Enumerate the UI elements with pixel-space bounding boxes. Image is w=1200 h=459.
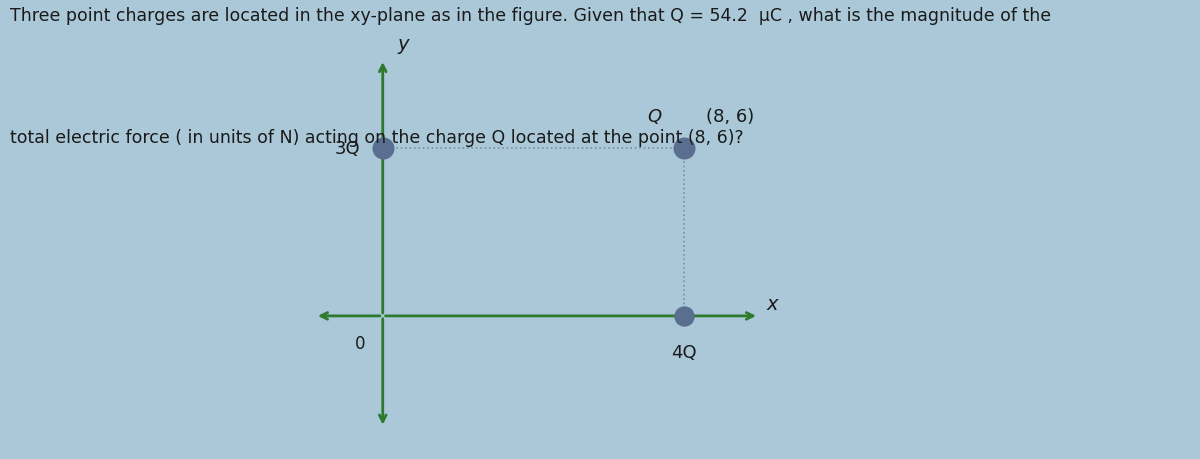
Point [674,145,694,152]
Text: x: x [767,295,778,314]
Text: 0: 0 [355,336,366,353]
Text: Three point charges are located in the xy-plane as in the figure. Given that Q =: Three point charges are located in the x… [10,7,1051,25]
Point [373,145,392,152]
Text: total electric force ( in units of N) acting on the charge Q located at the poin: total electric force ( in units of N) ac… [10,129,743,146]
Text: 3Q: 3Q [335,140,360,157]
Text: (8, 6): (8, 6) [707,108,755,126]
Text: 4Q: 4Q [671,344,696,362]
Text: Q: Q [647,108,661,126]
Point [674,312,694,319]
Text: y: y [397,34,409,54]
